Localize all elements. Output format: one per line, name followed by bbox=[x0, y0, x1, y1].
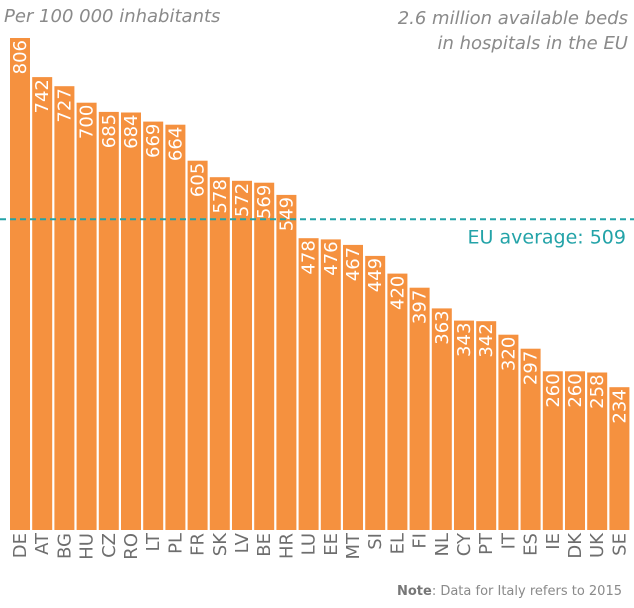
value-label-fr: 605 bbox=[188, 163, 209, 197]
category-label-hu: HU bbox=[77, 533, 98, 560]
value-label-se: 234 bbox=[609, 389, 630, 423]
value-label-cy: 343 bbox=[454, 323, 475, 357]
chart-note-text: : Data for Italy refers to 2015 bbox=[431, 584, 622, 599]
value-label-hu: 700 bbox=[77, 105, 98, 139]
category-label-ee: EE bbox=[321, 533, 342, 556]
category-label-lv: LV bbox=[232, 532, 253, 553]
category-label-it: IT bbox=[498, 532, 519, 549]
category-label-mt: MT bbox=[343, 532, 364, 560]
value-label-uk: 258 bbox=[587, 375, 608, 409]
bar-pl bbox=[165, 124, 186, 530]
value-label-fi: 397 bbox=[410, 290, 431, 324]
bar-cy bbox=[454, 320, 474, 530]
value-label-el: 420 bbox=[387, 276, 408, 310]
bar-it bbox=[498, 334, 519, 530]
value-label-sk: 578 bbox=[210, 179, 231, 213]
bar-hu bbox=[76, 102, 97, 530]
bar-plot: 806 DE 742 AT 727 BG 700 HU 685 CZ 684 RO 669 LT 664 PL… bbox=[0, 38, 634, 560]
bar-lt bbox=[143, 121, 164, 530]
category-label-ie: IE bbox=[543, 533, 564, 550]
value-label-ie: 260 bbox=[543, 373, 564, 407]
value-label-lv: 572 bbox=[232, 183, 253, 217]
bar-fr bbox=[187, 160, 208, 530]
value-label-pt: 342 bbox=[476, 323, 497, 357]
category-label-hr: HR bbox=[276, 533, 297, 559]
category-label-bg: BG bbox=[54, 533, 75, 559]
chart-subtitle-left: Per 100 000 inhabitants bbox=[4, 6, 221, 27]
category-label-pl: PL bbox=[165, 533, 186, 554]
category-label-es: ES bbox=[521, 533, 542, 556]
bar-se bbox=[609, 387, 630, 530]
eu-average-label: EU average: 509 bbox=[468, 226, 626, 248]
bar-es bbox=[520, 348, 541, 530]
value-label-hr: 549 bbox=[276, 197, 297, 231]
category-label-fi: FI bbox=[410, 533, 431, 549]
category-label-lu: LU bbox=[299, 533, 320, 555]
chart-subtitle-right-line-1: 2.6 million available beds bbox=[397, 8, 628, 29]
category-label-el: EL bbox=[387, 533, 408, 554]
bar-nl bbox=[431, 308, 452, 530]
category-label-uk: UK bbox=[587, 532, 608, 558]
bar-pt bbox=[476, 321, 497, 530]
value-label-ee: 476 bbox=[321, 241, 342, 275]
bar-be bbox=[254, 182, 275, 530]
value-label-mt: 467 bbox=[343, 247, 364, 281]
bar-sk bbox=[209, 177, 230, 530]
value-label-at: 742 bbox=[32, 79, 53, 113]
value-label-nl: 363 bbox=[432, 310, 453, 344]
bar-si bbox=[365, 255, 386, 530]
category-label-nl: NL bbox=[432, 533, 453, 557]
category-label-be: BE bbox=[254, 533, 275, 557]
value-label-de: 806 bbox=[10, 40, 31, 74]
value-label-cz: 685 bbox=[99, 114, 120, 148]
bar-mt bbox=[343, 244, 363, 530]
bar-dk bbox=[565, 371, 585, 530]
category-label-se: SE bbox=[609, 533, 630, 556]
value-label-dk: 260 bbox=[565, 373, 586, 407]
bar-at bbox=[32, 77, 53, 530]
chart-subtitle-right-line-2: in hospitals in the EU bbox=[437, 33, 629, 54]
bar-lv bbox=[232, 180, 252, 531]
category-label-lt: LT bbox=[143, 532, 164, 552]
chart-note: Note: Data for Italy refers to 2015 bbox=[397, 584, 622, 599]
value-label-be: 569 bbox=[254, 185, 275, 219]
category-label-ro: RO bbox=[121, 533, 142, 560]
category-label-dk: DK bbox=[565, 532, 586, 559]
category-label-pt: PT bbox=[476, 532, 497, 555]
category-label-de: DE bbox=[10, 533, 31, 558]
value-label-ro: 684 bbox=[121, 115, 142, 149]
category-label-cy: CY bbox=[454, 532, 475, 556]
bar-uk bbox=[587, 372, 608, 530]
bar-fi bbox=[409, 287, 430, 530]
category-label-cz: CZ bbox=[99, 533, 120, 558]
category-label-at: AT bbox=[32, 532, 53, 555]
value-label-pl: 664 bbox=[165, 127, 186, 161]
bar-ee bbox=[320, 239, 341, 530]
value-label-it: 320 bbox=[498, 337, 519, 371]
chart-note-bold: Note bbox=[396, 584, 432, 599]
bar-el bbox=[387, 273, 408, 530]
chart-subtitle-right: 2.6 million available beds in hospitals … bbox=[398, 6, 628, 56]
bar-lu bbox=[298, 238, 319, 530]
category-label-sk: SK bbox=[210, 532, 231, 556]
bar-hr bbox=[276, 194, 297, 530]
value-label-lu: 478 bbox=[299, 240, 320, 274]
bar-cz bbox=[98, 111, 119, 531]
value-label-es: 297 bbox=[521, 351, 542, 385]
bar-ro bbox=[121, 112, 141, 530]
category-label-si: SI bbox=[365, 533, 386, 550]
bar-de bbox=[10, 38, 30, 530]
bar-bg bbox=[54, 86, 75, 530]
value-label-bg: 727 bbox=[54, 88, 75, 122]
bar-ie bbox=[542, 371, 563, 530]
value-label-lt: 669 bbox=[143, 124, 164, 158]
category-label-fr: FR bbox=[188, 533, 209, 556]
value-label-si: 449 bbox=[365, 258, 386, 292]
